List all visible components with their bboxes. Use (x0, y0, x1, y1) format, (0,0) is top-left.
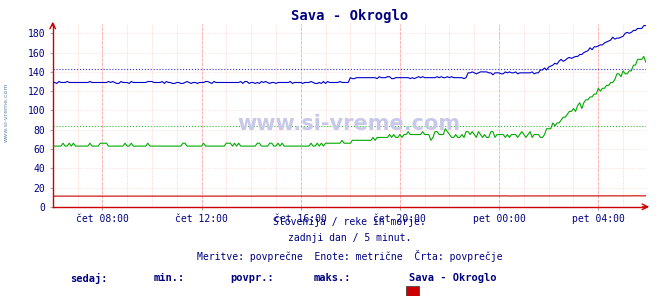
Title: Sava - Okroglo: Sava - Okroglo (291, 9, 408, 22)
Text: Meritve: povprečne  Enote: metrične  Črta: povprečje: Meritve: povprečne Enote: metrične Črta:… (196, 250, 502, 262)
FancyBboxPatch shape (405, 286, 418, 296)
Text: maks.:: maks.: (314, 274, 351, 284)
Text: www.si-vreme.com: www.si-vreme.com (3, 83, 9, 142)
Text: www.si-vreme.com: www.si-vreme.com (238, 115, 461, 134)
Text: povpr.:: povpr.: (231, 274, 274, 284)
Text: zadnji dan / 5 minut.: zadnji dan / 5 minut. (287, 234, 411, 244)
Text: sedaj:: sedaj: (71, 274, 108, 284)
Text: Sava - Okroglo: Sava - Okroglo (409, 274, 496, 284)
Text: Slovenija / reke in morje.: Slovenija / reke in morje. (273, 217, 426, 227)
Text: min.:: min.: (154, 274, 185, 284)
